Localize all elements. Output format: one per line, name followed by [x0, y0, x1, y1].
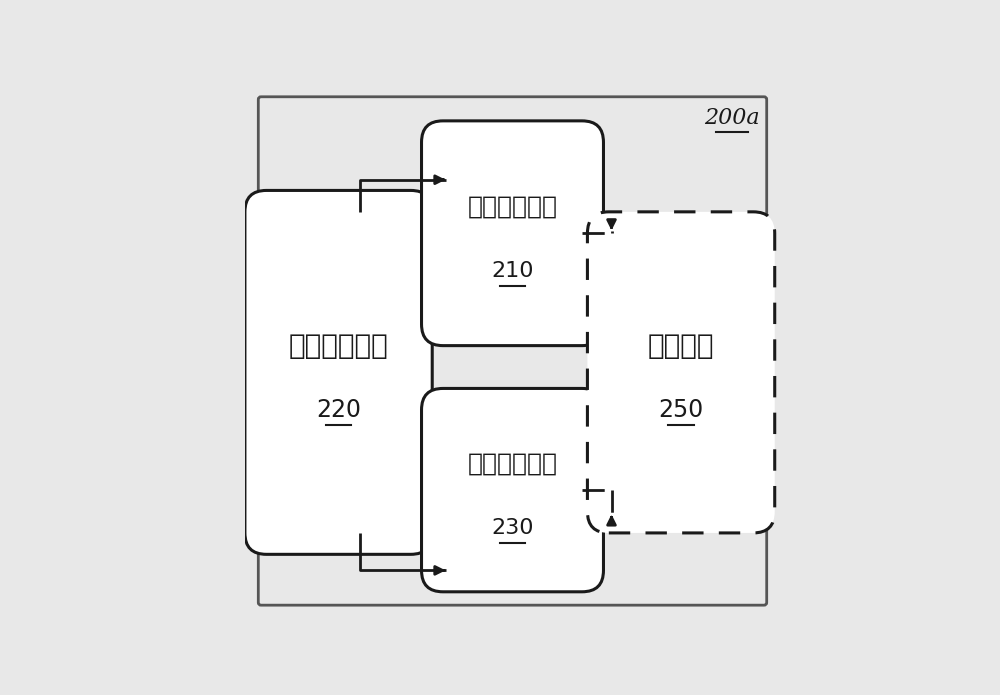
- FancyBboxPatch shape: [587, 212, 775, 533]
- Text: 250: 250: [658, 398, 704, 422]
- Text: 230: 230: [491, 518, 534, 537]
- Text: 220: 220: [316, 398, 361, 422]
- Text: 数据发送模块: 数据发送模块: [468, 451, 558, 475]
- FancyBboxPatch shape: [422, 389, 603, 592]
- Text: 切换模块: 切换模块: [648, 332, 714, 359]
- Text: 目标侦测模块: 目标侦测模块: [468, 195, 558, 218]
- FancyBboxPatch shape: [422, 121, 603, 345]
- Text: 210: 210: [491, 261, 534, 281]
- Text: 装置管理模块: 装置管理模块: [289, 332, 388, 359]
- Text: 200a: 200a: [704, 107, 760, 129]
- FancyBboxPatch shape: [245, 190, 432, 555]
- FancyBboxPatch shape: [258, 97, 767, 605]
